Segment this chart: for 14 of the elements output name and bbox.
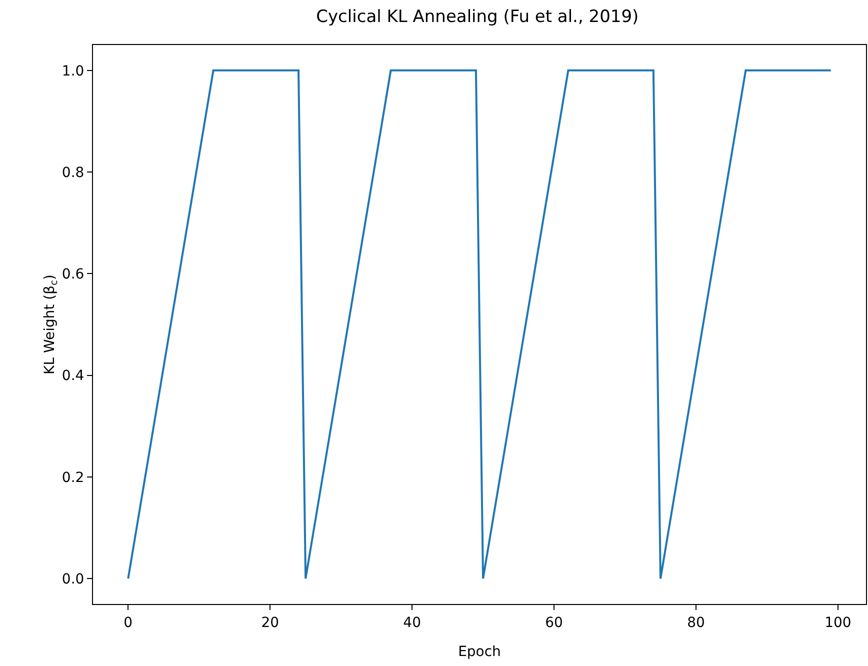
y-tick-label: 0.4 xyxy=(62,368,84,384)
y-tick-label: 0.8 xyxy=(62,164,84,181)
y-tick-label: 0.2 xyxy=(62,470,84,486)
x-tick-label: 80 xyxy=(687,614,705,631)
y-tick-label: 0.6 xyxy=(62,266,84,283)
chart-title: Cyclical KL Annealing (Fu et al., 2019) xyxy=(316,6,639,27)
x-tick-label: 0 xyxy=(124,614,133,631)
y-tick-label: 0.0 xyxy=(62,571,84,588)
x-tick-label: 60 xyxy=(545,614,563,631)
y-tick-label: 1.0 xyxy=(62,63,84,80)
x-tick-label: 20 xyxy=(261,614,280,631)
x-tick-label: 40 xyxy=(403,614,421,631)
x-tick-label: 100 xyxy=(824,614,852,631)
x-axis-title: Epoch xyxy=(458,644,501,660)
